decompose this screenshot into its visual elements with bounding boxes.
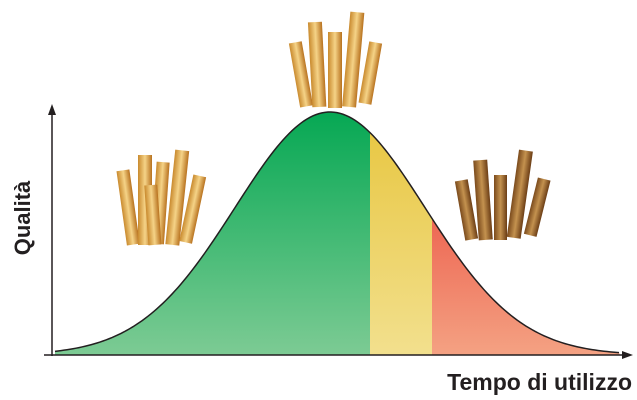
fries-overcooked <box>455 150 551 241</box>
fries-best <box>289 12 382 108</box>
x-arrow <box>622 351 633 359</box>
yellow-region <box>370 100 432 356</box>
x-axis-label: Tempo di utilizzo <box>447 369 632 395</box>
y-axis-label: Qualità <box>10 180 35 255</box>
y-arrow <box>48 104 56 115</box>
green-region <box>40 100 370 356</box>
diagram: Qualità Tempo di utilizzo <box>0 0 637 400</box>
fries-golden <box>116 150 206 246</box>
